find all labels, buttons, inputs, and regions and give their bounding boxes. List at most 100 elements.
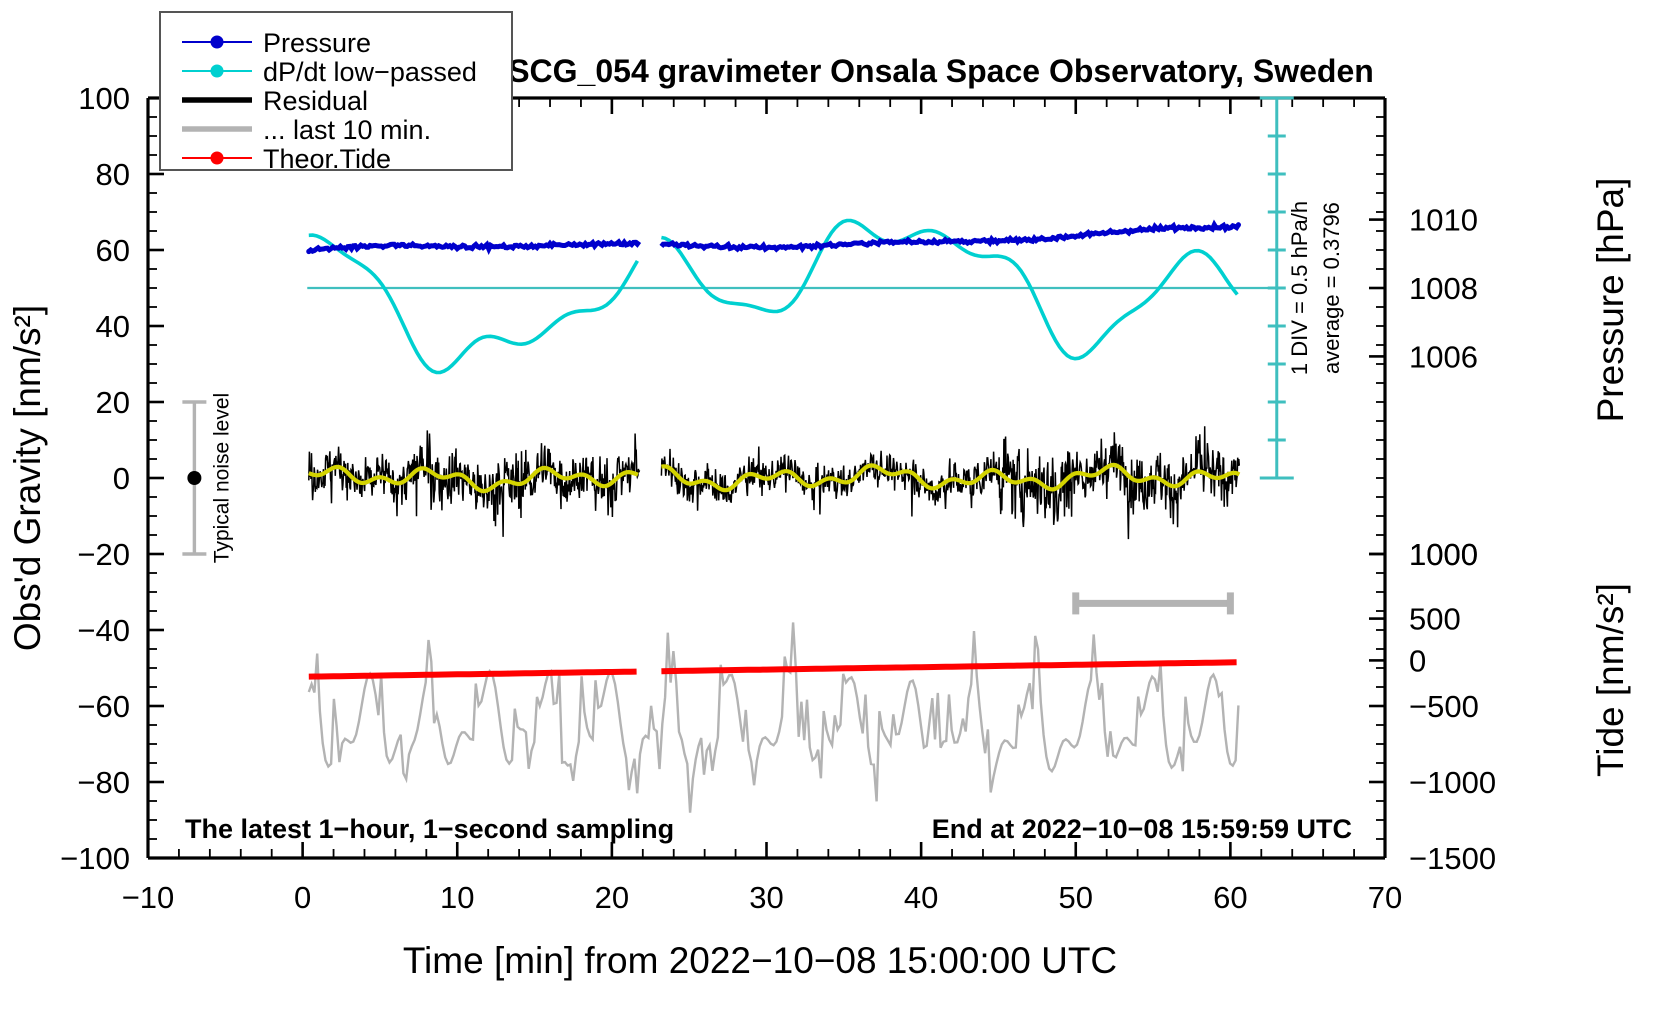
pressure-sample-dot bbox=[549, 243, 555, 249]
y-tick-label: 100 bbox=[78, 81, 130, 116]
pressure-sample-dot bbox=[790, 244, 796, 250]
tide-tick-label: 0 bbox=[1409, 643, 1426, 678]
y-tick-label: 0 bbox=[113, 461, 130, 496]
x-tick-label: 0 bbox=[294, 880, 311, 915]
pressure-tick-label: 1000 bbox=[1409, 537, 1478, 572]
x-tick-label: 50 bbox=[1059, 880, 1093, 915]
x-tick-label: 30 bbox=[749, 880, 783, 915]
series-theor-tide bbox=[308, 668, 637, 680]
pressure-sample-dot bbox=[803, 243, 809, 249]
legend-swatch-marker bbox=[210, 151, 224, 165]
legend-label: Residual bbox=[263, 86, 368, 116]
y-tick-label: −40 bbox=[77, 613, 130, 648]
legend-label: dP/dt low−passed bbox=[263, 57, 477, 87]
y-tick-label: −20 bbox=[77, 537, 130, 572]
pressure-sample-dot bbox=[963, 239, 969, 245]
tide-tick-label: 500 bbox=[1409, 602, 1461, 637]
last-10-min-bracket bbox=[1072, 592, 1234, 615]
pressure-tick-label: 1006 bbox=[1409, 339, 1478, 374]
tide-axis-tick-labels: −1500 −1000 −500 0 500 1000 bbox=[1409, 537, 1496, 876]
pressure-sample-dot bbox=[738, 245, 744, 252]
tide-tick-label: 1000 bbox=[1409, 537, 1478, 572]
legend-item[interactable]: dP/dt low−passed bbox=[182, 57, 477, 87]
y-tick-label: 20 bbox=[96, 385, 130, 420]
series-pressure-gap2 bbox=[659, 219, 1241, 254]
pressure-sample-dot bbox=[1078, 231, 1084, 238]
pressure-sample-dot bbox=[951, 238, 958, 244]
legend-label: Theor.Tide bbox=[263, 144, 391, 174]
y-tick-label: −100 bbox=[60, 841, 130, 876]
scale-bar-divisions bbox=[1267, 134, 1286, 442]
x-tick-label: 20 bbox=[595, 880, 629, 915]
dpdt-scale-bar: 1 DIV = 0.5 hPa/h average = 0.3796 bbox=[1259, 96, 1344, 480]
pressure-tick-label: 1010 bbox=[1409, 203, 1478, 238]
pressure-sample-dot bbox=[306, 248, 312, 255]
x-tick-label: 60 bbox=[1213, 880, 1247, 915]
pressure-sample-dot bbox=[1050, 234, 1056, 241]
y-tick-label: −80 bbox=[77, 765, 130, 800]
pressure-sample-dot bbox=[569, 242, 575, 248]
series-last-10-min bbox=[307, 622, 1240, 813]
pressure-sample-dot bbox=[601, 240, 607, 246]
pressure-sample-dot bbox=[432, 242, 438, 248]
x-tick-label: 70 bbox=[1368, 880, 1402, 915]
pressure-sample-dot bbox=[725, 241, 731, 248]
pressure-axis-title: Pressure [hPa] bbox=[1590, 178, 1631, 423]
pressure-sample-dot bbox=[929, 240, 935, 246]
y-axis-title: Obs'd Gravity [nm/s²] bbox=[7, 305, 48, 651]
legend-item[interactable]: Pressure bbox=[182, 28, 371, 58]
legend-swatch-marker bbox=[210, 35, 224, 49]
legend-item[interactable]: ... last 10 min. bbox=[182, 115, 431, 145]
pressure-sample-dot bbox=[682, 242, 689, 248]
pressure-sample-dot bbox=[1230, 223, 1236, 229]
scale-bar-average-label: average = 0.3796 bbox=[1319, 202, 1344, 374]
typical-noise-level-annotation: Typical noise level bbox=[182, 393, 233, 563]
y-tick-label: −60 bbox=[77, 689, 130, 724]
legend-label: ... last 10 min. bbox=[263, 115, 431, 145]
x-tick-label: −10 bbox=[122, 880, 175, 915]
y-tick-label: 40 bbox=[96, 309, 130, 344]
series-pressure bbox=[307, 238, 642, 256]
x-axis-title: Time [min] from 2022−10−08 15:00:00 UTC bbox=[403, 940, 1117, 981]
pressure-sample-dot bbox=[352, 243, 358, 249]
pressure-sample-dot bbox=[367, 242, 373, 249]
series-residual-smoothed-gap2 bbox=[661, 462, 1241, 493]
series-dpdt-lowpassed bbox=[308, 233, 639, 375]
pressure-sample-dot bbox=[864, 242, 870, 248]
series-theor-tide-gap2 bbox=[661, 659, 1237, 675]
pressure-axis-tick-labels: 1000 1006 1008 1010 bbox=[1409, 203, 1478, 572]
footer-left-note: The latest 1−hour, 1−second sampling bbox=[185, 814, 674, 844]
pressure-sample-dot bbox=[708, 242, 715, 248]
pressure-sample-dot bbox=[1224, 224, 1230, 230]
y-tick-label: 60 bbox=[96, 233, 130, 268]
legend-swatch-marker bbox=[210, 64, 224, 78]
pressure-sample-dot bbox=[1219, 224, 1225, 230]
legend-item[interactable]: Theor.Tide bbox=[182, 144, 391, 174]
y-axis-ticks bbox=[148, 96, 164, 860]
pressure-sample-markers bbox=[306, 222, 1242, 255]
x-axis-tick-labels: −10 0 10 20 30 40 50 60 70 bbox=[122, 880, 1403, 915]
tide-tick-label: −1000 bbox=[1409, 765, 1496, 800]
tide-axis-title: Tide [nm/s²] bbox=[1590, 583, 1631, 777]
noise-level-label: Typical noise level bbox=[210, 393, 233, 563]
scale-bar-div-label: 1 DIV = 0.5 hPa/h bbox=[1287, 201, 1312, 375]
legend-item[interactable]: Residual bbox=[182, 86, 368, 116]
right-axis-ticks bbox=[1369, 97, 1385, 860]
legend-background bbox=[159, 11, 513, 171]
y-tick-label: 80 bbox=[96, 157, 130, 192]
pressure-sample-dot bbox=[1128, 227, 1134, 234]
x-tick-label: 40 bbox=[904, 880, 938, 915]
tide-tick-label: −500 bbox=[1409, 689, 1479, 724]
x-tick-label: 10 bbox=[440, 880, 474, 915]
pressure-sample-dot bbox=[1235, 222, 1242, 228]
noise-center-dot bbox=[187, 471, 202, 485]
pressure-sample-dot bbox=[395, 242, 401, 248]
tide-tick-label: −1500 bbox=[1409, 841, 1496, 876]
data-series-layer bbox=[306, 218, 1277, 813]
series-residual-gap2 bbox=[660, 426, 1241, 540]
page-title: SCG_054 gravimeter Onsala Space Observat… bbox=[508, 53, 1374, 89]
